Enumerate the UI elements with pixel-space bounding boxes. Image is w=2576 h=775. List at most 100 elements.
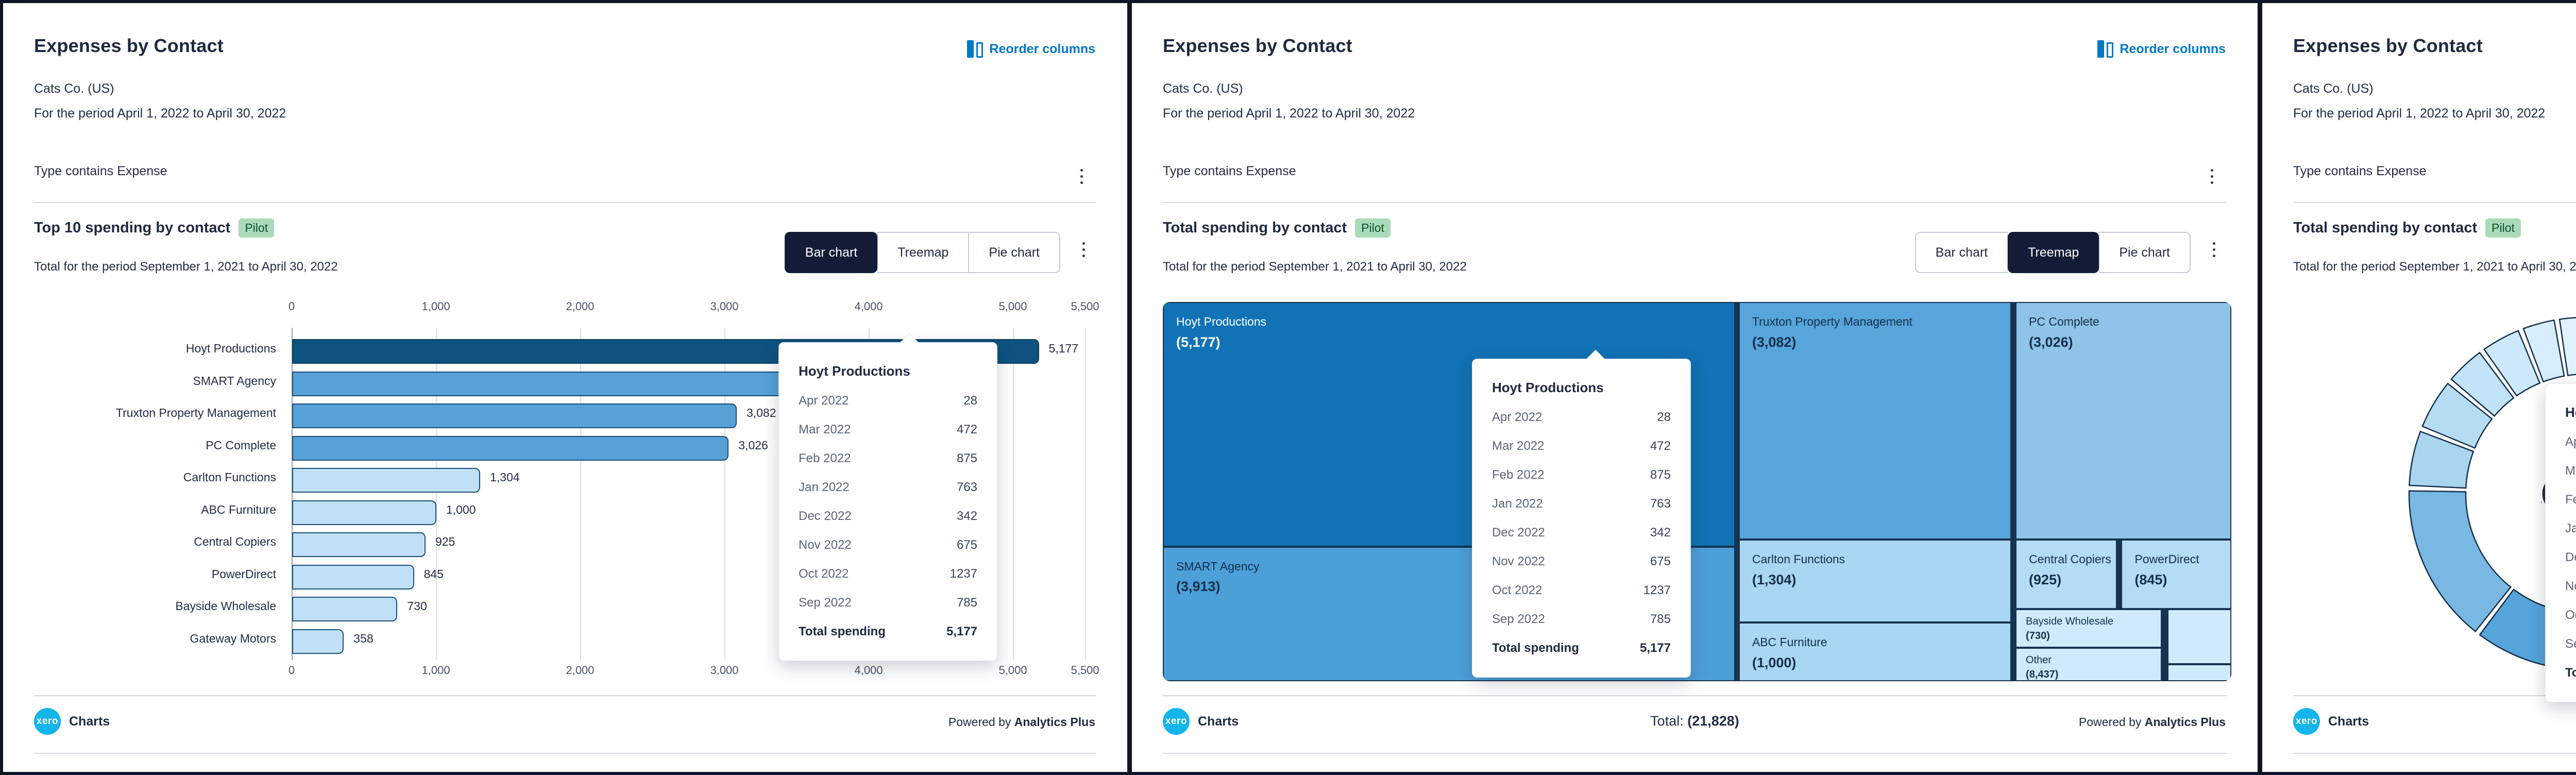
- tooltip-row-label: Apr 2022: [1492, 410, 1543, 424]
- treemap-node-other[interactable]: Other (8,437): [2015, 648, 2162, 681]
- panel-pie-chart: Expenses by Contact Reorder columns Cats…: [2261, 0, 2576, 775]
- x-axis-tick-bottom: 3,000: [710, 664, 739, 677]
- pie-slice-powerdirect[interactable]: [2483, 330, 2541, 397]
- bar-truxton-property-management[interactable]: [292, 403, 737, 428]
- x-axis-tick-top: 4,000: [854, 300, 883, 313]
- treemap-node[interactable]: [2167, 664, 2231, 681]
- tooltip-row: Apr 2022 28: [799, 394, 977, 408]
- divider: [2293, 753, 2576, 754]
- axis-gridline: [1013, 328, 1014, 660]
- treemap-node-bayside-wholesale[interactable]: Bayside Wholesale (730): [2015, 609, 2162, 648]
- axis-gridline: [724, 328, 725, 660]
- treemap-node-value: (1,304): [1752, 572, 1797, 588]
- divider: [1163, 202, 2227, 203]
- tooltip-row: Feb 2022 875: [799, 451, 977, 466]
- treemap-node-powerdirect[interactable]: PowerDirect (845): [2121, 540, 2231, 610]
- tooltip-row-value: 785: [956, 596, 977, 610]
- treemap-node-value: (3,082): [1752, 334, 1797, 350]
- tooltip-row-value: 472: [1650, 439, 1671, 453]
- tooltip-row: Apr 2022 28: [1492, 410, 1671, 425]
- pie-slice-abc-furniture[interactable]: [2421, 382, 2493, 449]
- divider: [1163, 695, 2227, 696]
- treemap-node-truxton-property-management[interactable]: Truxton Property Management (3,082): [1738, 302, 2011, 540]
- tooltip-row-label: Feb 2022: [799, 451, 851, 465]
- reorder-columns-button[interactable]: Reorder columns: [2097, 40, 2226, 58]
- bar-carlton-functions[interactable]: [292, 468, 481, 493]
- bar-bayside-wholesale[interactable]: [292, 597, 398, 621]
- treemap-node-abc-furniture[interactable]: ABC Furniture (1,000): [1738, 622, 2011, 681]
- kebab-menu-icon[interactable]: [1079, 239, 1088, 260]
- pie-chart-button[interactable]: Pie chart: [2099, 232, 2191, 273]
- bar-value-label: 925: [435, 535, 455, 548]
- bar-central-copiers[interactable]: [292, 532, 426, 557]
- tooltip-total-value: 5,177: [946, 625, 977, 638]
- x-axis-tick-bottom: 1,000: [421, 664, 450, 677]
- tooltip-row-value: 875: [956, 451, 977, 465]
- treemap-button[interactable]: Treemap: [2008, 232, 2099, 273]
- bar-abc-furniture[interactable]: [292, 500, 436, 525]
- tooltip-row-value: 675: [1650, 554, 1671, 568]
- pie-chart: (21,828)Hoyt Productions(5,177)SMART Age…: [2262, 3, 2576, 772]
- treemap-node-central-copiers[interactable]: Central Copiers (925): [2015, 540, 2117, 610]
- tooltip-total-label: Total spending: [799, 625, 886, 638]
- pie-slice-gateway-motors[interactable]: [2558, 317, 2576, 376]
- x-axis-tick-bottom: 5,000: [998, 664, 1027, 677]
- treemap-button[interactable]: Treemap: [877, 232, 969, 273]
- x-axis-tick-top: 2,000: [566, 300, 595, 313]
- reorder-columns-button[interactable]: Reorder columns: [967, 40, 1095, 58]
- pilot-badge: Pilot: [239, 218, 275, 238]
- treemap-node-name: SMART Agency: [1176, 559, 1260, 573]
- tooltip-row-value: 763: [956, 480, 977, 494]
- page-title: Expenses by Contact: [2293, 35, 2483, 56]
- treemap-node-name: PC Complete: [2029, 315, 2099, 328]
- treemap-node-name: ABC Furniture: [1752, 635, 1827, 649]
- treemap-node-value: (3,913): [1176, 579, 1221, 595]
- kebab-menu-icon[interactable]: [2208, 166, 2216, 187]
- pie-slice-central-copiers[interactable]: [2450, 351, 2515, 417]
- bar-value-label: 3,082: [746, 406, 776, 419]
- tooltip-row-label: Mar 2022: [1492, 439, 1545, 453]
- bar-powerdirect[interactable]: [292, 564, 414, 589]
- treemap-node-pc-complete[interactable]: PC Complete (3,026): [2015, 302, 2231, 540]
- bar-pc-complete[interactable]: [292, 435, 729, 461]
- bar-value-label: 1,000: [446, 502, 476, 516]
- treemap-node-value: (3,026): [2029, 334, 2073, 350]
- bar-category-label: Hoyt Productions: [185, 342, 276, 355]
- tooltip-row: Mar 2022 472: [1492, 439, 1671, 453]
- bar-smart-agency[interactable]: [292, 371, 857, 396]
- pie-slice-bayside-wholesale[interactable]: [2522, 319, 2565, 383]
- tooltip-row-label: Sep 2022: [1492, 612, 1545, 626]
- tooltip-row-value: 28: [1657, 410, 1671, 424]
- charts-label: Charts: [69, 714, 110, 729]
- chart-subtitle: Total for the period September 1, 2021 t…: [34, 260, 338, 274]
- kebab-menu-icon[interactable]: [2210, 239, 2218, 260]
- footer-brand: xero Charts: [1163, 708, 1239, 735]
- kebab-menu-icon[interactable]: [1077, 166, 1086, 187]
- reorder-columns-label: Reorder columns: [989, 41, 1095, 56]
- bar-category-label: Truxton Property Management: [115, 406, 276, 419]
- x-axis-tick-top: 3,000: [710, 300, 739, 313]
- divider: [34, 695, 1096, 696]
- treemap-node-name: Hoyt Productions: [1176, 315, 1267, 328]
- tooltip-row: Jan 2022 763: [1492, 497, 1671, 511]
- bar-chart-button[interactable]: Bar chart: [784, 232, 878, 273]
- tooltip-row-label: Apr 2022: [2565, 435, 2576, 449]
- org-name: Cats Co. (US): [1163, 81, 1243, 96]
- treemap-node-carlton-functions[interactable]: Carlton Functions (1,304): [1738, 540, 2011, 622]
- section-title: Total spending by contact: [1163, 220, 1347, 236]
- bar-chart-button[interactable]: Bar chart: [1914, 232, 2008, 273]
- bar-gateway-motors[interactable]: [292, 629, 344, 654]
- pie-slice-carlton-functions[interactable]: [2409, 430, 2475, 489]
- pie-slice-pc-complete[interactable]: [2408, 490, 2512, 633]
- page-title: Expenses by Contact: [34, 35, 224, 56]
- treemap-node-name: Carlton Functions: [1752, 552, 1845, 566]
- bar-category-label: PowerDirect: [211, 567, 276, 581]
- bar-value-label: 730: [407, 599, 427, 613]
- filter-text: Type contains Expense: [1163, 164, 1296, 178]
- pie-chart-button[interactable]: Pie chart: [969, 232, 1060, 273]
- treemap-node[interactable]: [2167, 609, 2231, 664]
- charts-label: Charts: [2328, 714, 2369, 729]
